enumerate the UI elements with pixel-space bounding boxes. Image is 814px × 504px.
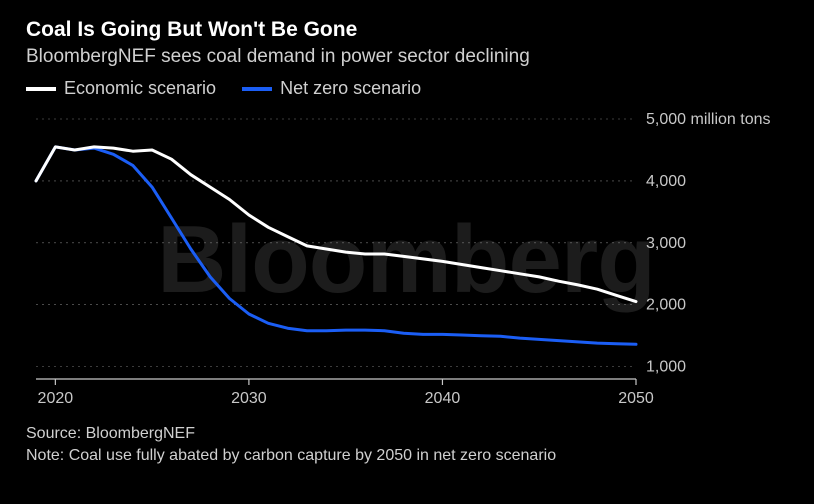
line-chart-svg: 1,000 2,000 3,000 4,000 5,000 million tons 20… bbox=[26, 105, 786, 415]
svg-text:2040: 2040 bbox=[425, 390, 461, 407]
chart-area: Bloomberg 1,0002,0003,0004,0005,000 mill… bbox=[26, 105, 786, 415]
swatch-netzero bbox=[242, 87, 272, 91]
swatch-economic bbox=[26, 87, 56, 91]
legend-label-netzero: Net zero scenario bbox=[280, 78, 421, 99]
svg-text:2020: 2020 bbox=[38, 390, 74, 407]
svg-text:4,000: 4,000 bbox=[646, 173, 686, 190]
chart-container: Coal Is Going But Won't Be Gone Bloomber… bbox=[0, 0, 814, 504]
legend-item-economic: Economic scenario bbox=[26, 78, 216, 99]
svg-text:1,000: 1,000 bbox=[646, 359, 686, 376]
chart-footer: Source: BloombergNEF Note: Coal use full… bbox=[26, 423, 788, 466]
source-text: Source: BloombergNEF bbox=[26, 423, 788, 445]
chart-subtitle: BloombergNEF sees coal demand in power s… bbox=[26, 46, 788, 68]
note-text: Note: Coal use fully abated by carbon ca… bbox=[26, 445, 788, 467]
svg-text:2050: 2050 bbox=[618, 390, 654, 407]
svg-text:2,000: 2,000 bbox=[646, 297, 686, 314]
legend: Economic scenario Net zero scenario bbox=[26, 78, 788, 99]
legend-item-netzero: Net zero scenario bbox=[242, 78, 421, 99]
svg-text:5,000 million tons: 5,000 million tons bbox=[646, 111, 771, 128]
chart-title: Coal Is Going But Won't Be Gone bbox=[26, 18, 788, 42]
legend-label-economic: Economic scenario bbox=[64, 78, 216, 99]
svg-text:3,000: 3,000 bbox=[646, 235, 686, 252]
svg-text:2030: 2030 bbox=[231, 390, 267, 407]
